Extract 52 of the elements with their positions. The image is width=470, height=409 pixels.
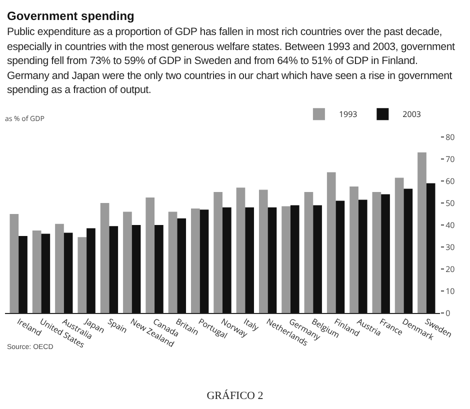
bar (78, 237, 87, 313)
bar (55, 224, 64, 313)
y-tick-label: 40 (446, 220, 456, 231)
bar (372, 192, 382, 313)
bar (177, 218, 186, 313)
legend-label: 2003 (402, 109, 422, 120)
bar (214, 192, 222, 313)
bar (132, 225, 141, 313)
bar (146, 198, 155, 313)
bar (313, 205, 322, 313)
bar (100, 203, 110, 313)
bar (336, 200, 345, 313)
bar (236, 188, 246, 313)
y-tick-label: 60 (446, 176, 456, 187)
text: GRÁFICO 2 (206, 390, 264, 402)
y-tick-label: 10 (446, 286, 456, 297)
bar (258, 190, 268, 313)
bar (245, 207, 254, 313)
bar (64, 232, 73, 313)
bar (154, 225, 164, 313)
bar (394, 178, 404, 313)
bar (18, 236, 28, 313)
bar (200, 210, 209, 313)
y-tick-label: 50 (446, 198, 456, 209)
bar (10, 214, 19, 313)
bar (358, 200, 368, 313)
bar (304, 192, 314, 313)
chart-title: Government spending (7, 9, 134, 23)
bar (41, 234, 50, 313)
bar (86, 228, 96, 313)
bar (326, 172, 336, 313)
bar (404, 188, 413, 313)
chart-subtitle: Public expenditure as a proportion of GDP has fallen in most rich countries over the past decade, especially in countries with the most generous welfare states. Between 1993 and 2003, government spending fell from 73% to 59% of GDP in Sweden and from 64% to 51% of GDP in Finland. Germany and Japan were the only two countries in our chart which have seen a rise in government spending as a fraction of output. (7, 25, 456, 98)
bar (222, 207, 232, 313)
bar (123, 212, 132, 313)
bar (426, 183, 436, 313)
y-tick-label: 20 (446, 264, 456, 275)
bar (290, 205, 300, 313)
bar (32, 230, 42, 313)
y-tick-label: 80 (446, 132, 456, 143)
bar (350, 186, 358, 313)
bar (168, 212, 178, 313)
y-tick-label: 30 (446, 242, 456, 253)
bar (282, 206, 290, 313)
bar (418, 152, 426, 313)
y-tick-label: 70 (446, 154, 456, 165)
bar (381, 194, 390, 313)
bar (109, 226, 118, 313)
y-tick-label: 0 (446, 308, 451, 319)
bar (268, 207, 277, 313)
bar (191, 208, 200, 313)
legend-label: 1993 (338, 109, 358, 120)
